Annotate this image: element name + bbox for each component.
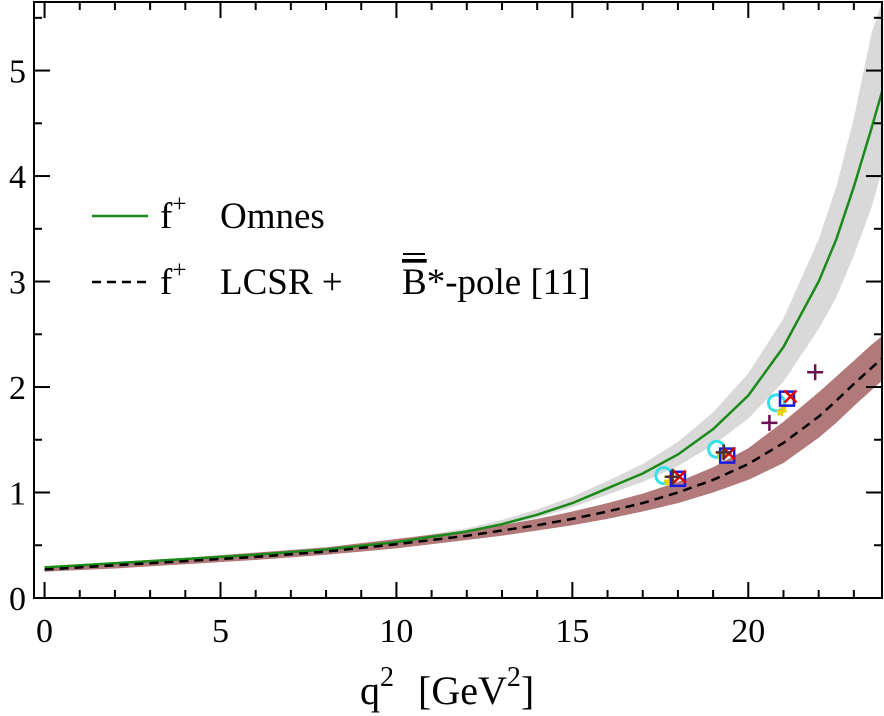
series-line-0 <box>44 91 884 569</box>
markers-layer <box>654 364 824 488</box>
y-tick-label-0: 0 <box>9 581 26 618</box>
legend-lcsr-symbol: f <box>160 262 173 303</box>
x-axis-title-units-sup: 2 <box>507 662 521 693</box>
series-line-1 <box>44 357 883 571</box>
legend-omnes-symbol: f <box>160 196 173 237</box>
marker-plus-4-0 <box>664 468 681 485</box>
marker-plus-5-1 <box>807 364 824 381</box>
marker-plus-4-1 <box>715 444 732 461</box>
x-tick-label-4: 20 <box>731 613 765 650</box>
marker-circle-0-2 <box>766 393 786 413</box>
y-tick-label-3: 3 <box>9 265 26 302</box>
x-axis-title-q: q <box>360 668 380 713</box>
legend-lcsr-overline-b: B <box>402 262 427 303</box>
legend-omnes-sup: + <box>172 191 186 218</box>
legend-entry-omnes: f+ Omnes <box>160 191 325 237</box>
x-tick-label-1: 5 <box>212 613 229 650</box>
marker-star-1-2 <box>776 405 787 417</box>
x-tick-label-0: 0 <box>36 613 53 650</box>
ticks-layer: 0 5 10 15 20 0 1 2 3 4 5 <box>9 2 882 650</box>
y-tick-label-4: 4 <box>9 159 26 196</box>
x-tick-label-3: 15 <box>555 613 589 650</box>
legend-lcsr-sup: + <box>172 257 186 284</box>
plot-frame <box>33 1 883 599</box>
y-tick-label-1: 1 <box>9 476 26 513</box>
x-axis-title: q2 [GeV2] <box>360 662 534 713</box>
x-axis-title-close: ] <box>521 668 534 713</box>
marker-x-3-2 <box>783 389 798 404</box>
x-axis-title-units: [GeV <box>418 668 507 713</box>
legend: f+ Omnes f+ LCSR + B*-pole [11] <box>92 191 591 303</box>
marker-square-2-0 <box>669 470 687 488</box>
y-tick-label-2: 2 <box>9 370 26 407</box>
marker-plus-5-0 <box>761 414 778 431</box>
legend-omnes-label: Omnes <box>220 196 325 237</box>
marker-square-2-1 <box>718 447 736 464</box>
legend-entry-lcsr: f+ LCSR + B*-pole [11] <box>160 257 591 303</box>
x-axis-title-q-sup: 2 <box>380 662 394 693</box>
legend-lcsr-prefix: LCSR + <box>220 262 352 303</box>
y-tick-label-5: 5 <box>9 54 26 91</box>
x-tick-label-2: 10 <box>379 613 413 650</box>
lines-layer <box>44 91 884 571</box>
legend-lcsr-suffix: *-pole [11] <box>427 262 591 303</box>
